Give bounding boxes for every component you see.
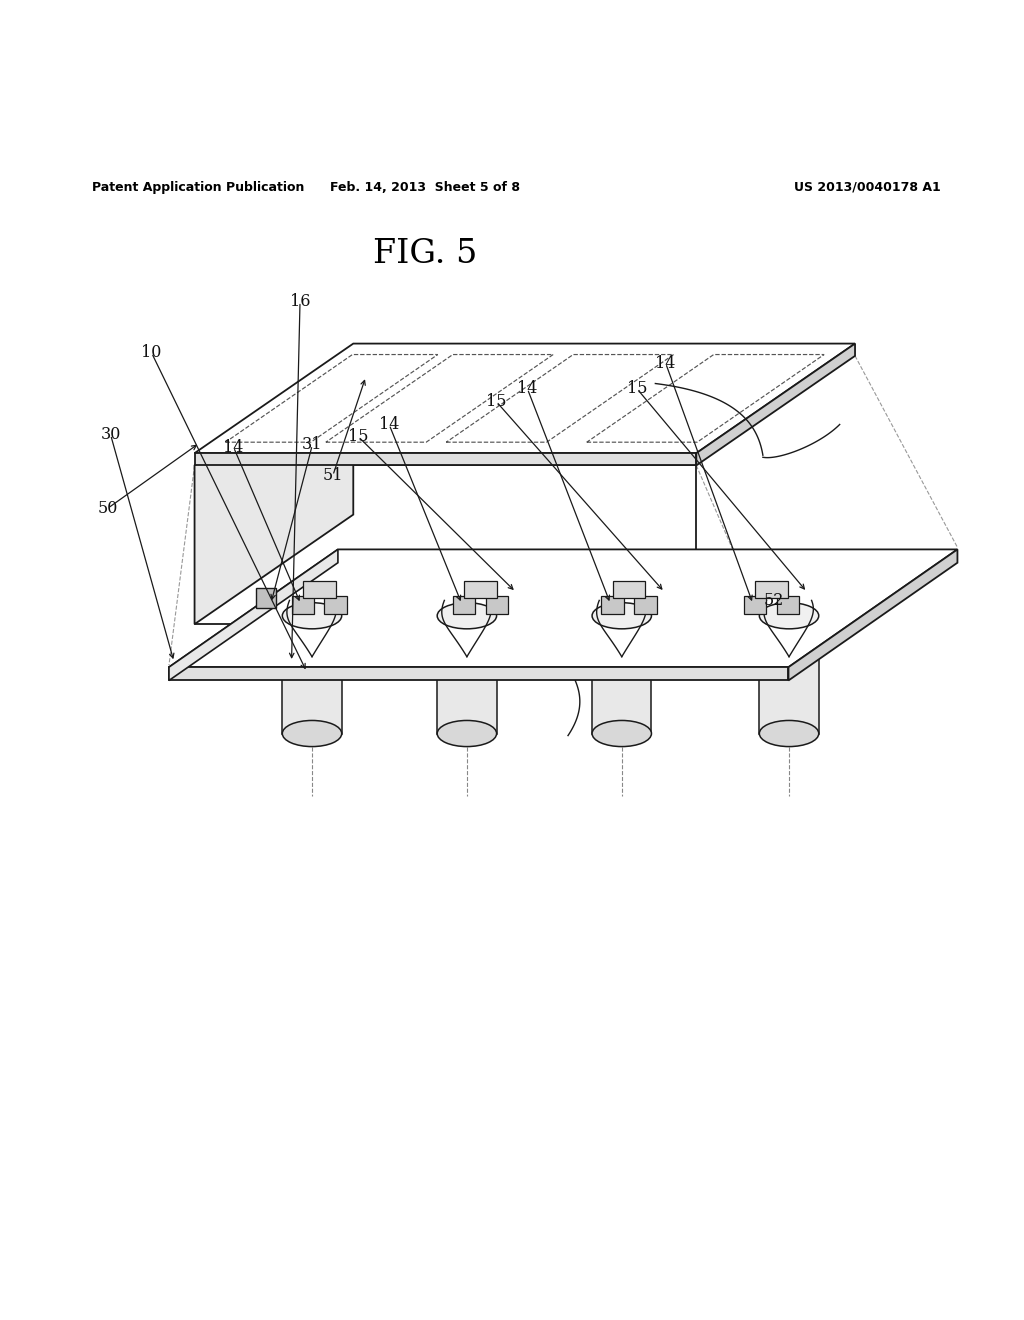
- Polygon shape: [303, 581, 336, 598]
- Polygon shape: [195, 356, 353, 624]
- Polygon shape: [292, 595, 314, 614]
- Ellipse shape: [437, 603, 497, 628]
- Polygon shape: [195, 343, 855, 453]
- Polygon shape: [195, 466, 696, 624]
- Text: US 2013/0040178 A1: US 2013/0040178 A1: [794, 181, 940, 194]
- Ellipse shape: [592, 603, 651, 628]
- Polygon shape: [760, 615, 819, 734]
- Text: 15: 15: [627, 380, 647, 397]
- Text: Feb. 14, 2013  Sheet 5 of 8: Feb. 14, 2013 Sheet 5 of 8: [330, 181, 520, 194]
- Ellipse shape: [760, 603, 819, 628]
- Text: 15: 15: [348, 428, 369, 445]
- Polygon shape: [169, 667, 788, 681]
- Polygon shape: [325, 595, 347, 614]
- Text: 51: 51: [323, 467, 343, 484]
- Text: 52: 52: [764, 593, 784, 609]
- Polygon shape: [195, 453, 696, 466]
- Text: 16: 16: [290, 293, 310, 310]
- Polygon shape: [743, 595, 766, 614]
- Polygon shape: [464, 581, 497, 598]
- Text: 15: 15: [486, 393, 507, 411]
- Polygon shape: [756, 581, 788, 598]
- Polygon shape: [437, 615, 497, 734]
- Text: 14: 14: [379, 416, 399, 433]
- Polygon shape: [592, 615, 651, 734]
- Text: 10: 10: [141, 345, 162, 362]
- Polygon shape: [453, 595, 475, 614]
- Ellipse shape: [283, 603, 342, 628]
- Text: 14: 14: [223, 438, 244, 455]
- Text: FIG. 5: FIG. 5: [373, 238, 477, 271]
- Text: 50: 50: [97, 500, 118, 517]
- Ellipse shape: [592, 721, 651, 747]
- Polygon shape: [634, 595, 656, 614]
- Text: 14: 14: [655, 355, 676, 371]
- Text: 31: 31: [302, 437, 323, 454]
- Polygon shape: [612, 581, 645, 598]
- Text: 14: 14: [517, 380, 538, 397]
- Polygon shape: [169, 549, 957, 667]
- Polygon shape: [601, 595, 624, 614]
- Polygon shape: [788, 549, 957, 681]
- Ellipse shape: [437, 721, 497, 747]
- Text: Patent Application Publication: Patent Application Publication: [92, 181, 304, 194]
- Polygon shape: [283, 615, 342, 734]
- Polygon shape: [256, 587, 276, 609]
- Ellipse shape: [283, 721, 342, 747]
- Text: 30: 30: [100, 426, 121, 444]
- Polygon shape: [777, 595, 800, 614]
- Polygon shape: [169, 549, 338, 681]
- Ellipse shape: [760, 721, 819, 747]
- Polygon shape: [696, 343, 855, 466]
- Polygon shape: [485, 595, 508, 614]
